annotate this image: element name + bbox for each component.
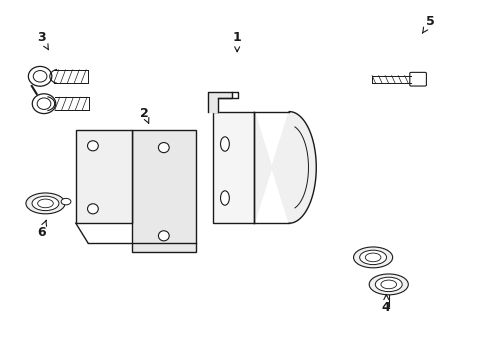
FancyBboxPatch shape <box>76 130 132 223</box>
Text: 6: 6 <box>37 220 46 239</box>
Text: 1: 1 <box>232 31 241 52</box>
Ellipse shape <box>32 196 59 211</box>
Ellipse shape <box>38 199 53 208</box>
Polygon shape <box>254 112 316 223</box>
Text: 4: 4 <box>381 294 390 314</box>
Text: 5: 5 <box>422 15 434 33</box>
Ellipse shape <box>380 280 396 289</box>
Ellipse shape <box>220 191 229 205</box>
FancyBboxPatch shape <box>409 72 426 86</box>
Ellipse shape <box>220 137 229 151</box>
Ellipse shape <box>368 274 407 295</box>
Ellipse shape <box>158 143 169 153</box>
Ellipse shape <box>359 250 386 265</box>
Text: 3: 3 <box>37 31 48 50</box>
Ellipse shape <box>33 71 47 82</box>
Ellipse shape <box>375 277 401 292</box>
Bar <box>132 130 195 252</box>
Ellipse shape <box>37 98 51 109</box>
Text: 2: 2 <box>140 107 148 123</box>
Ellipse shape <box>26 193 65 214</box>
Bar <box>212 112 254 223</box>
Polygon shape <box>207 92 232 112</box>
Ellipse shape <box>28 66 52 86</box>
Ellipse shape <box>32 94 56 114</box>
Ellipse shape <box>353 247 392 268</box>
Ellipse shape <box>87 204 98 214</box>
Ellipse shape <box>158 231 169 241</box>
Ellipse shape <box>365 253 380 262</box>
Ellipse shape <box>87 141 98 151</box>
Ellipse shape <box>61 198 71 205</box>
